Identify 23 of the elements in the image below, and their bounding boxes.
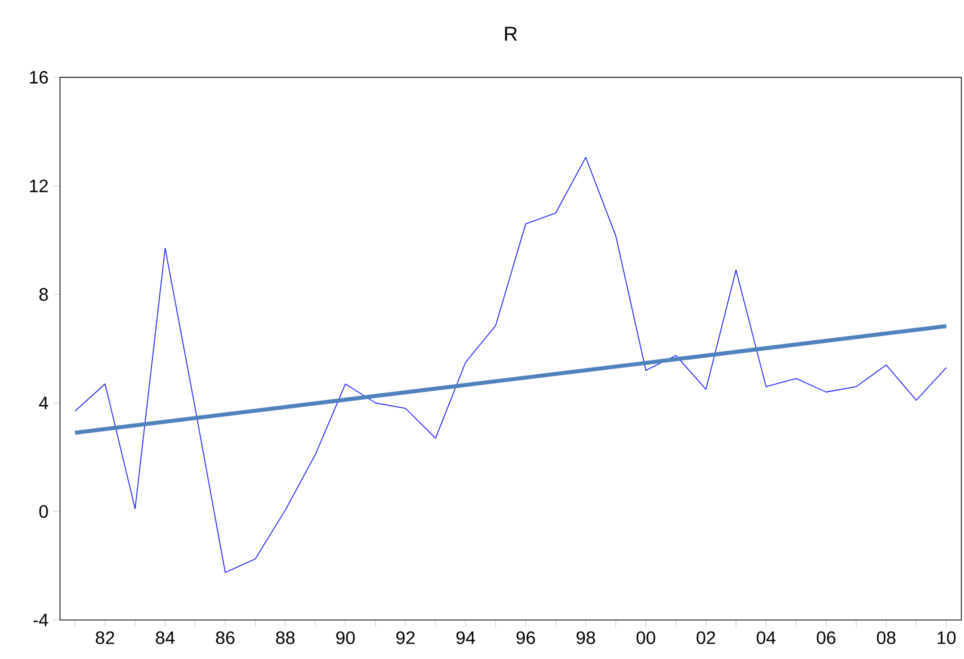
x-tick-label: 06 — [816, 632, 836, 644]
x-tick-label: 82 — [96, 632, 114, 644]
x-tick-label: 84 — [156, 632, 175, 644]
x-tick-label: 88 — [276, 632, 295, 644]
y-tick-label: 12 — [30, 180, 48, 192]
y-tick-label: 8 — [39, 288, 48, 301]
y-tick-label: 0 — [39, 505, 48, 518]
x-tick-label: 02 — [696, 632, 716, 644]
x-tick-label: 96 — [516, 632, 535, 644]
x-tick-label: 98 — [576, 632, 595, 644]
y-tick-label: 16 — [30, 71, 48, 84]
x-tick-label: 92 — [396, 632, 415, 644]
x-tick-label: 08 — [876, 632, 896, 644]
x-tick-label: 86 — [216, 632, 234, 644]
x-tick-label: 04 — [756, 632, 776, 644]
line-series — [74, 157, 947, 574]
x-tick-label: 94 — [456, 632, 476, 644]
x-tick-label: 10 — [938, 632, 956, 644]
chart-title: R — [505, 27, 517, 41]
x-tick-label: 90 — [336, 632, 355, 644]
y-tick-label: -4 — [33, 614, 48, 626]
y-tick-label: 4 — [39, 396, 48, 410]
x-tick-label: 00 — [636, 632, 656, 644]
